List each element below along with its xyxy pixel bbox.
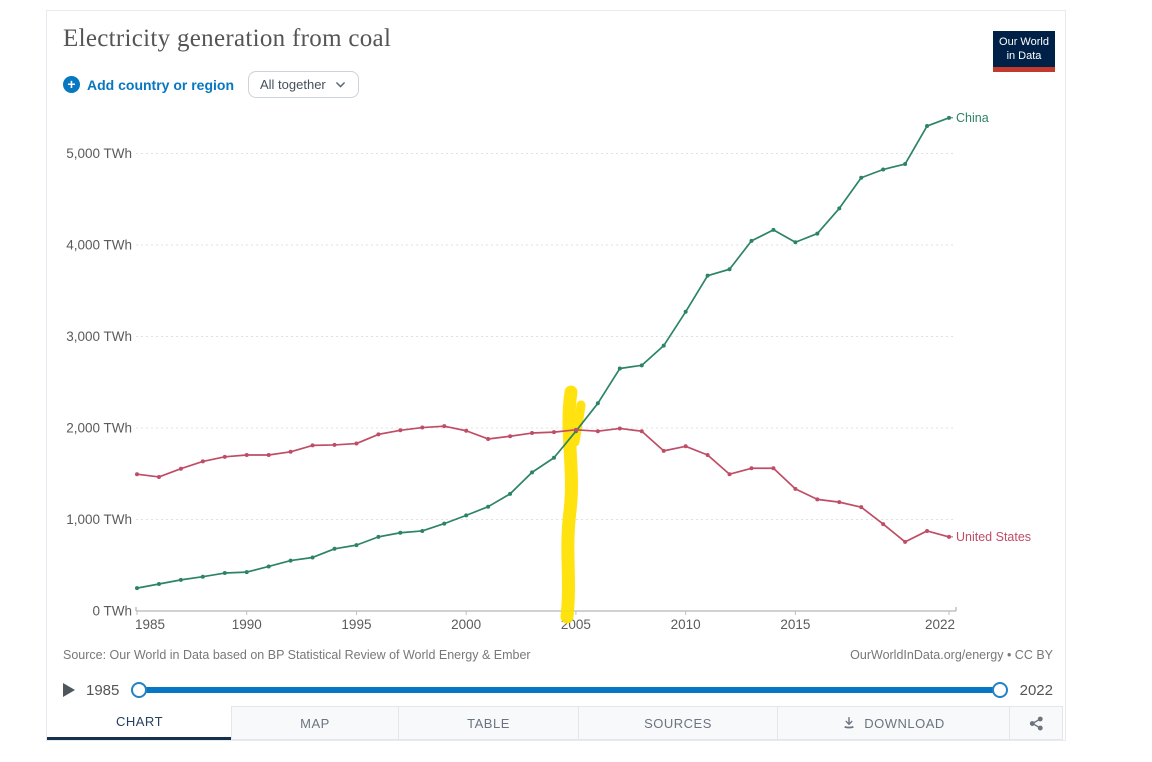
download-icon (842, 716, 856, 730)
line-chart-canvas[interactable]: 0 TWh 1,000 TWh 2,000 TWh 3,000 TWh 4,000 TW… (47, 101, 1067, 661)
page-title: Electricity generation from coal (63, 25, 392, 52)
chart-controls: + Add country or region All together (63, 71, 359, 98)
highlighter-annotation (560, 385, 586, 624)
timeline-start-handle[interactable] (131, 682, 148, 698)
owid-logo-redbar (993, 66, 1055, 72)
svg-text:4,000 TWh: 4,000 TWh (66, 238, 132, 253)
tab-table[interactable]: TABLE (398, 706, 579, 740)
owid-logo-text: Our World in Data (993, 31, 1055, 67)
add-country-label: Add country or region (87, 76, 234, 93)
svg-text:3,000 TWh: 3,000 TWh (66, 329, 132, 344)
tab-sources[interactable]: SOURCES (578, 706, 778, 740)
tab-chart[interactable]: CHART (47, 706, 232, 740)
owid-logo[interactable]: Our World in Data (993, 31, 1055, 72)
timeline-end-year: 2022 (1019, 681, 1053, 699)
tab-bar: CHART MAP TABLE SOURCES DOWNLOAD (47, 706, 1065, 740)
svg-text:2022: 2022 (925, 617, 955, 632)
svg-text:2,000 TWh: 2,000 TWh (66, 421, 132, 436)
svg-text:1,000 TWh: 1,000 TWh (66, 512, 132, 527)
svg-text:1985: 1985 (135, 617, 165, 632)
svg-text:China: China (956, 111, 989, 125)
x-axis: 1985 1990 1995 2000 2005 2010 2015 2022 (135, 611, 955, 632)
tab-map[interactable]: MAP (231, 706, 399, 740)
source-text: Source: Our World in Data based on BP St… (63, 648, 531, 662)
svg-text:United States: United States (956, 530, 1031, 544)
svg-text:2010: 2010 (671, 617, 701, 632)
entity-mode-label: All together (260, 77, 326, 92)
svg-text:5,000 TWh: 5,000 TWh (66, 146, 132, 161)
timeline-track[interactable] (137, 687, 1002, 693)
share-icon (1029, 716, 1044, 731)
gridlines: 0 TWh 1,000 TWh 2,000 TWh 3,000 TWh 4,000 TW… (66, 146, 957, 619)
timeline-slider[interactable] (131, 682, 1008, 699)
timeline-start-year: 1985 (86, 681, 120, 699)
timeline: 1985 2022 (63, 679, 1053, 701)
share-button[interactable] (1009, 706, 1063, 740)
tab-download[interactable]: DOWNLOAD (777, 706, 1010, 740)
license-link[interactable]: OurWorldInData.org/energy • CC BY (850, 648, 1053, 662)
add-country-button[interactable]: + Add country or region (63, 76, 234, 93)
grapher-frame: Electricity generation from coal Our Wor… (46, 10, 1066, 741)
timeline-end-handle[interactable] (991, 682, 1008, 698)
svg-text:0 TWh: 0 TWh (92, 604, 132, 619)
plus-icon: + (63, 76, 80, 93)
data-series: China United States (135, 111, 1031, 591)
footer-note: Source: Our World in Data based on BP St… (63, 648, 1053, 662)
svg-text:2000: 2000 (451, 617, 481, 632)
play-button[interactable] (63, 683, 75, 697)
svg-text:2015: 2015 (780, 617, 810, 632)
svg-text:1995: 1995 (341, 617, 371, 632)
svg-text:1990: 1990 (232, 617, 262, 632)
chevron-down-icon (335, 82, 345, 88)
entity-mode-dropdown[interactable]: All together (248, 71, 359, 98)
